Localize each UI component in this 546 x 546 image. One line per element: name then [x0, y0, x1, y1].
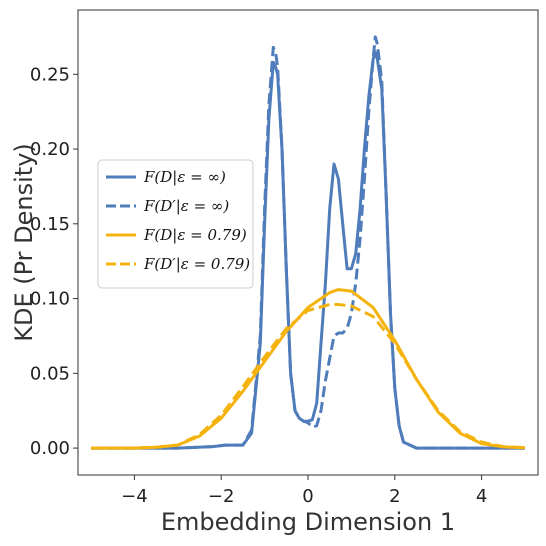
plot-lines	[91, 35, 526, 450]
legend-label-1: F(D|ε = ∞)	[143, 168, 226, 186]
y-tick-label: 0.25	[30, 64, 70, 85]
y-tick-label: 0.05	[30, 363, 70, 384]
legend-label-2: F(D′|ε = ∞)	[143, 197, 229, 215]
y-tick-label: 0.15	[30, 214, 70, 235]
x-tick-label: 4	[476, 486, 487, 507]
series-line-1	[91, 50, 525, 450]
y-axis-ticks: 0.00 0.05 0.10 0.15 0.20 0.25	[30, 64, 78, 459]
series-line-4	[91, 303, 526, 450]
y-axis-label: KDE (Pr Density)	[10, 143, 38, 342]
legend: F(D|ε = ∞) F(D′|ε = ∞) F(D|ε = 0.79) F(D′|ε…	[97, 159, 254, 289]
x-tick-label: −4	[121, 486, 148, 507]
legend-label-4: F(D′|ε = 0.79)	[143, 255, 250, 273]
x-tick-label: 0	[302, 486, 313, 507]
y-tick-label: 0.10	[30, 289, 70, 310]
series-line-3	[91, 288, 526, 450]
y-tick-label: 0.20	[30, 139, 70, 160]
y-tick-label: 0.00	[30, 438, 70, 459]
x-axis-ticks: −4 −2 0 2 4	[121, 475, 487, 507]
legend-label-3: F(D|ε = 0.79)	[143, 226, 247, 244]
series-line-2	[91, 35, 525, 450]
x-tick-label: −2	[208, 486, 235, 507]
x-axis-label: Embedding Dimension 1	[161, 508, 455, 536]
legend-box	[97, 159, 254, 289]
x-tick-label: 2	[389, 486, 400, 507]
